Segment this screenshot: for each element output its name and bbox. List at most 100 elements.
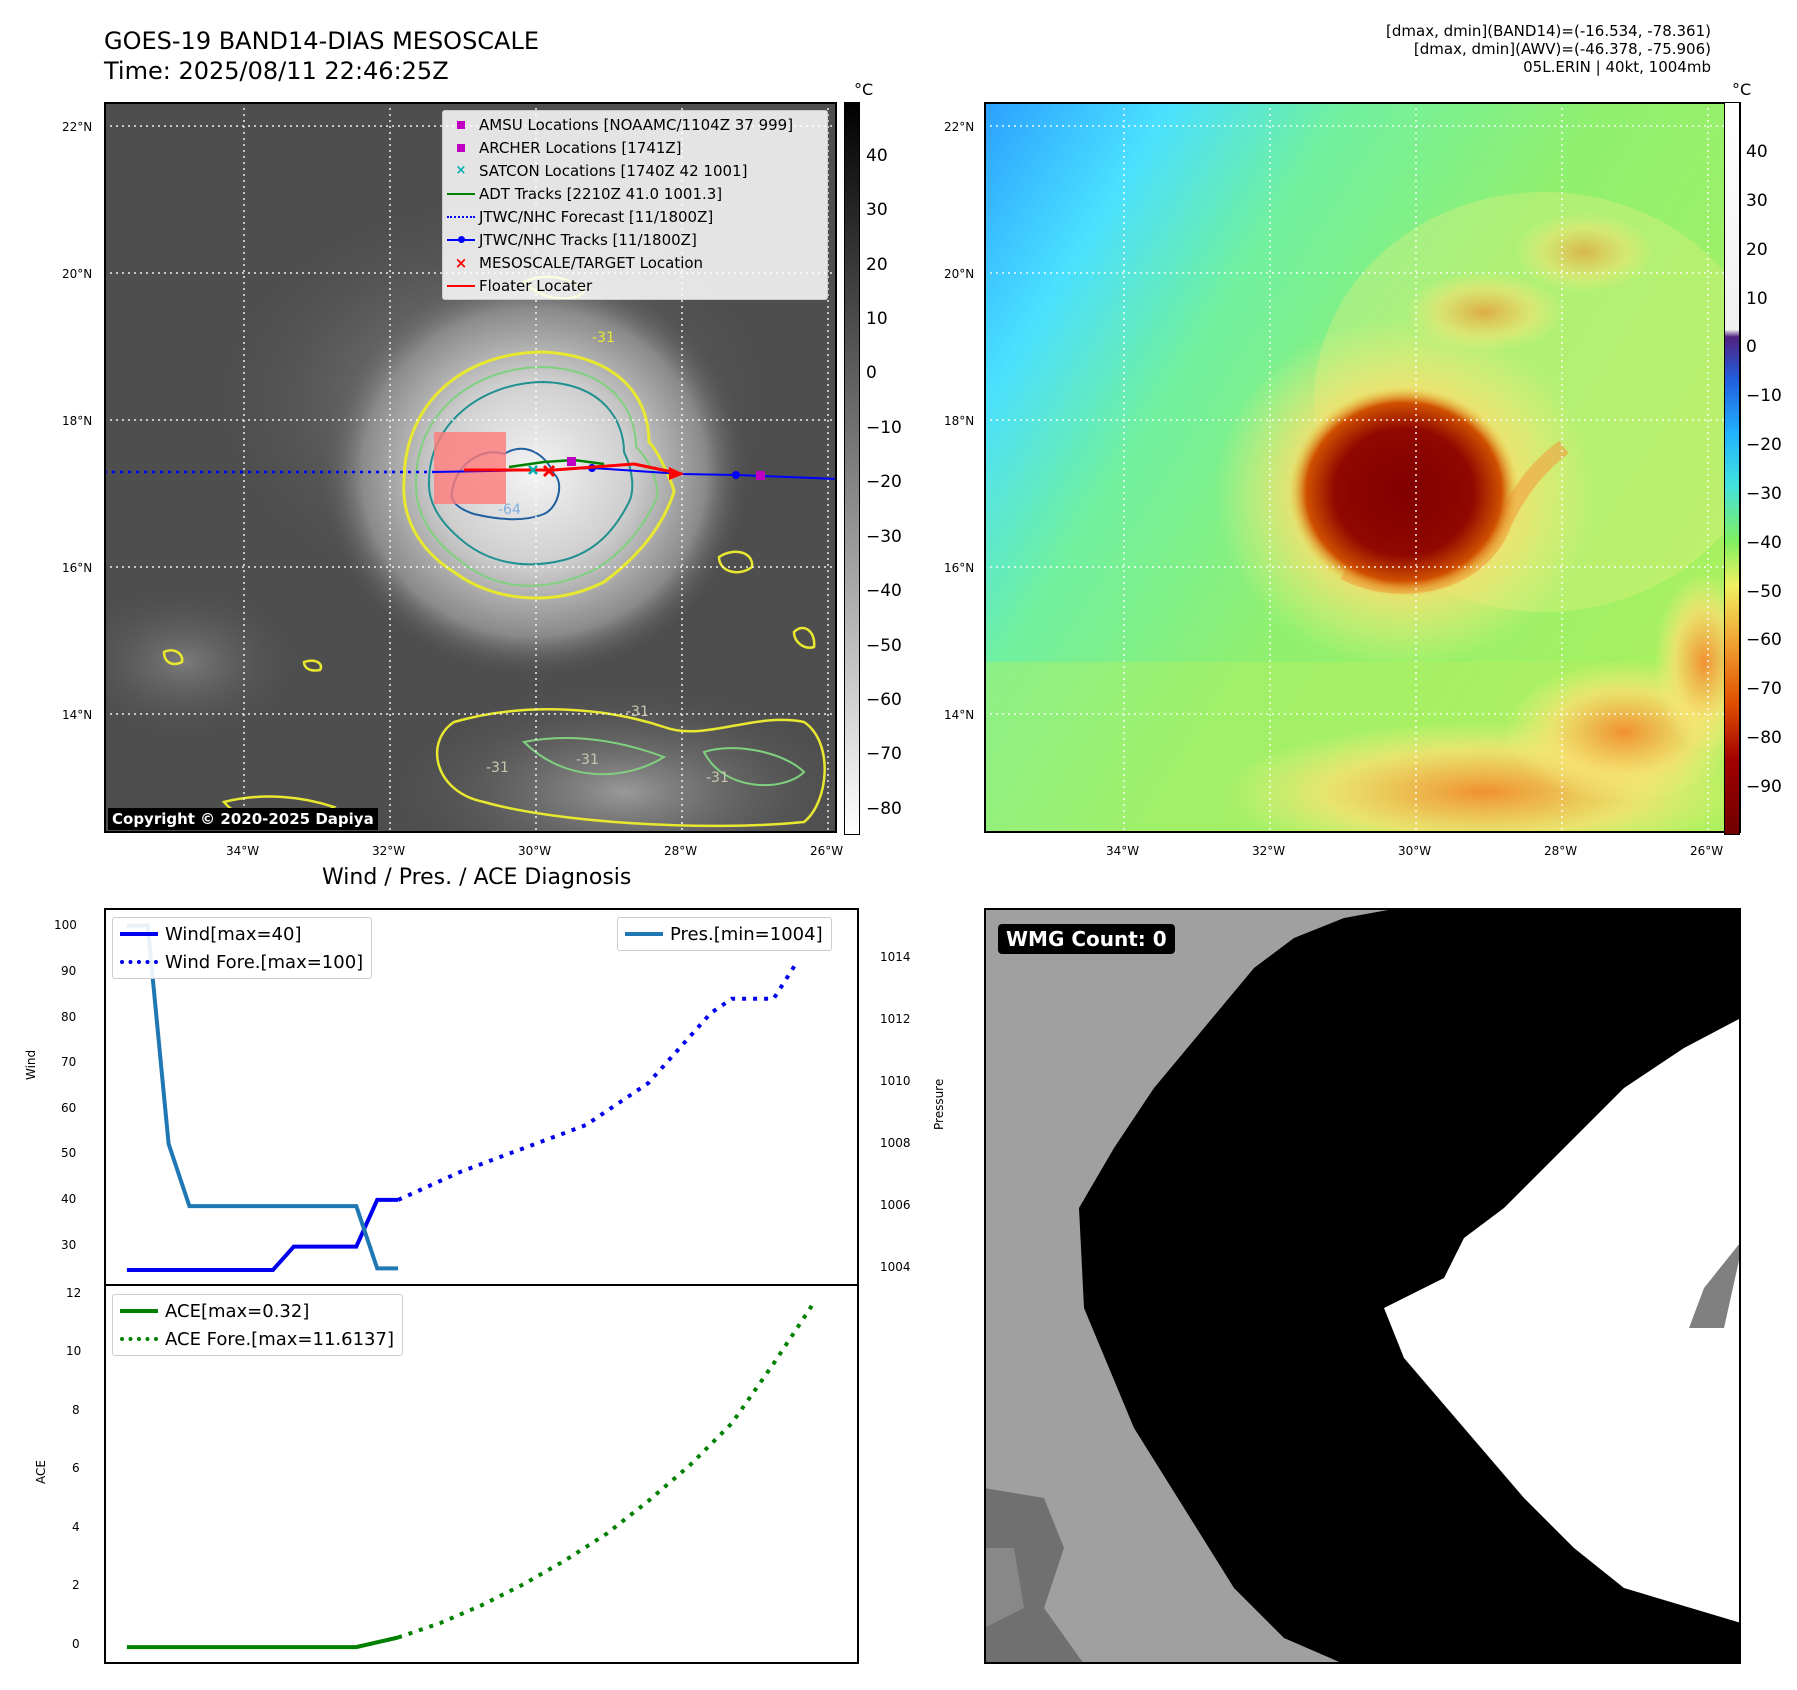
wind-tick: 80 — [61, 1010, 77, 1024]
floater-arrow — [669, 467, 684, 480]
legend-label: Floater Locater — [479, 276, 593, 295]
lat-label: 22°N — [944, 120, 975, 134]
wind-forecast-series-line — [397, 965, 797, 1202]
colorbar-left — [844, 102, 860, 835]
pressure-tick: 1008 — [880, 1136, 911, 1150]
dotted-line-icon — [120, 1337, 158, 1341]
track-point — [732, 471, 740, 479]
colorbar-tick: −10 — [1746, 386, 1782, 406]
ace-tick: 4 — [72, 1520, 80, 1534]
legend-label: JTWC/NHC Tracks [11/1800Z] — [479, 230, 697, 249]
contour-label: -31 — [626, 704, 649, 720]
legend-entry: Pres.[min=1004] — [618, 920, 823, 948]
legend-label: JTWC/NHC Forecast [11/1800Z] — [479, 207, 714, 226]
lon-label: 28°W — [1544, 844, 1578, 858]
contour-label: -31 — [486, 760, 509, 776]
colorbar-tick: 30 — [866, 200, 888, 220]
colorbar-tick: 40 — [1746, 142, 1768, 162]
solid-line-icon — [120, 1309, 158, 1313]
wind-tick: 50 — [61, 1146, 77, 1160]
info-storm: 05L.ERIN | 40kt, 1004mb — [1523, 58, 1711, 76]
colorbar-tick: −20 — [1746, 435, 1782, 455]
lon-label: 30°W — [518, 844, 552, 858]
lat-label: 18°N — [944, 414, 975, 428]
pressure-tick: 1012 — [880, 1012, 911, 1026]
legend-label: Wind[max=40] — [165, 923, 302, 945]
colorbar-tick: −50 — [1746, 582, 1782, 602]
solid-line-icon — [447, 192, 475, 195]
contour-label: -64 — [498, 502, 521, 518]
legend-label: ADT Tracks [2210Z 41.0 1001.3] — [479, 184, 723, 203]
pressure-legend: Pres.[min=1004] — [617, 917, 832, 951]
x-marker-icon: × — [455, 163, 467, 178]
legend-entry: × SATCON Locations [1740Z 42 1001] — [443, 159, 827, 182]
legend-label: SATCON Locations [1740Z 42 1001] — [479, 161, 748, 180]
lon-label: 30°W — [1398, 844, 1432, 858]
ace-panel — [104, 1284, 859, 1664]
legend-entry: ADT Tracks [2210Z 41.0 1001.3] — [443, 182, 827, 205]
lon-label: 26°W — [1690, 844, 1724, 858]
pressure-axis-label: Pressure — [932, 1078, 946, 1130]
legend-entry: ACE[max=0.32] — [113, 1297, 394, 1325]
wind-pressure-plot — [126, 923, 797, 1272]
contour-label: -31 — [706, 770, 729, 786]
colorbar-tick: −60 — [866, 690, 902, 710]
ace-tick: 12 — [66, 1286, 82, 1300]
legend-entry: ARCHER Locations [1741Z] — [443, 136, 827, 159]
dotted-line-icon — [120, 960, 158, 964]
colorbar-tick: −40 — [866, 581, 902, 601]
colorbar-tick: 0 — [866, 363, 877, 383]
legend-entry: JTWC/NHC Tracks [11/1800Z] — [443, 228, 827, 251]
ace-series-line — [126, 1635, 399, 1650]
target-marker — [542, 464, 556, 478]
adt-track-line — [508, 458, 605, 469]
wind-tick: 100 — [54, 918, 77, 932]
lon-label: 34°W — [1106, 844, 1140, 858]
colorbar-tick: −70 — [866, 744, 902, 764]
wv-map-image — [986, 104, 1739, 831]
ace-tick: 10 — [66, 1344, 82, 1358]
pressure-tick: 1014 — [880, 950, 911, 964]
colorbar-tick: 0 — [1746, 337, 1757, 357]
ace-plot — [126, 1299, 817, 1650]
lat-label: 16°N — [62, 561, 93, 575]
wind-tick: 30 — [61, 1238, 77, 1252]
floater-box — [434, 432, 506, 504]
colorbar-tick: −30 — [1746, 484, 1782, 504]
colorbar-tick: −20 — [866, 472, 902, 492]
ace-tick: 8 — [72, 1403, 80, 1417]
legend-label: Wind Fore.[max=100] — [165, 951, 364, 973]
lat-label: 16°N — [944, 561, 975, 575]
colorbar-tick: 10 — [1746, 289, 1768, 309]
pressure-tick: 1006 — [880, 1198, 911, 1212]
contour-label: -31 — [592, 330, 615, 346]
legend-label: Pres.[min=1004] — [670, 923, 823, 945]
pressure-series-line — [126, 923, 399, 1271]
dot-line-icon — [447, 235, 475, 243]
diagnosis-title: Wind / Pres. / ACE Diagnosis — [322, 865, 632, 890]
chart-title: GOES-19 BAND14-DIAS MESOSCALE — [104, 27, 540, 55]
colorbar-tick: −30 — [866, 527, 902, 547]
contour-label: -31 — [576, 752, 599, 768]
wind-tick: 40 — [61, 1192, 77, 1206]
wmg-image — [986, 910, 1739, 1662]
legend-entry: × MESOSCALE/TARGET Location — [443, 251, 827, 274]
legend-entry: JTWC/NHC Forecast [11/1800Z] — [443, 205, 827, 228]
colorbar-tick: −10 — [866, 418, 902, 438]
ir-map: -31 -64 -31 -31 -31 -31 AMSU Locations [… — [104, 102, 837, 833]
chart-time: Time: 2025/08/11 22:46:25Z — [104, 57, 449, 85]
colorbar-unit: °C — [854, 80, 874, 99]
lon-label: 26°W — [810, 844, 844, 858]
wind-legend: Wind[max=40] Wind Fore.[max=100] — [112, 917, 373, 979]
colorbar-tick: 10 — [866, 309, 888, 329]
legend-label: ARCHER Locations [1741Z] — [479, 138, 682, 157]
wind-axis-label: Wind — [24, 1049, 38, 1080]
satcon-marker — [528, 465, 538, 475]
ace-tick: 2 — [72, 1578, 80, 1592]
legend-entry: AMSU Locations [NOAAMC/1104Z 37 999] — [443, 113, 827, 136]
x-marker-icon: × — [454, 253, 468, 272]
wv-map — [984, 102, 1741, 833]
ace-forecast-series-line — [397, 1299, 817, 1640]
info-band14: [dmax, dmin](BAND14)=(-16.534, -78.361) — [1386, 22, 1711, 40]
solid-line-icon — [625, 932, 663, 936]
